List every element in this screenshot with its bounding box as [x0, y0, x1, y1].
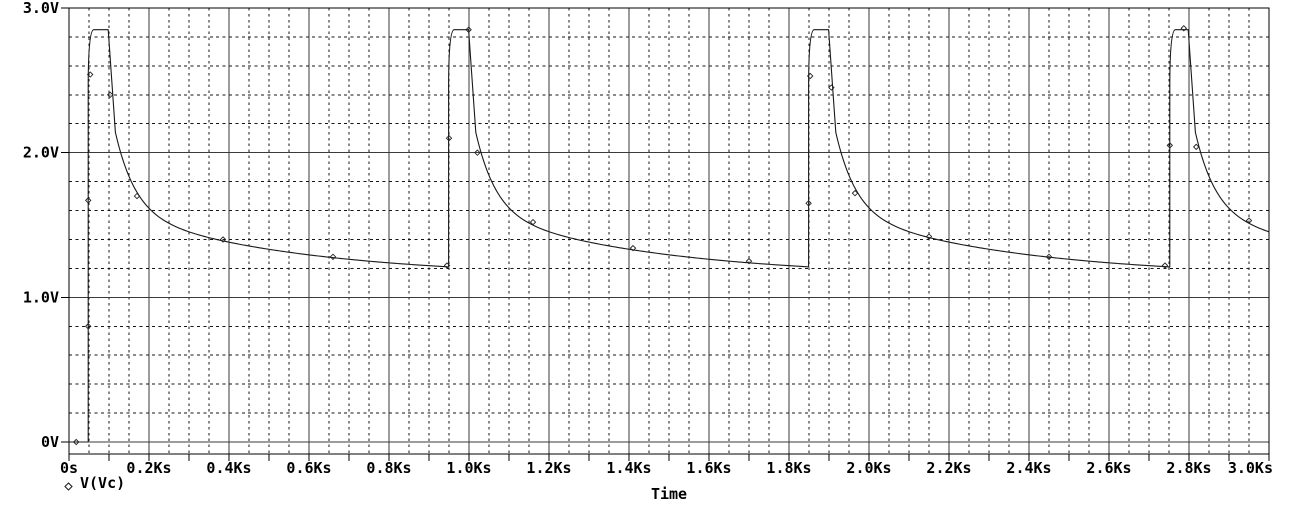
x-tick-label: 0.6Ks — [286, 459, 331, 477]
data-point-marker — [1245, 217, 1253, 224]
data-point-marker — [529, 218, 537, 226]
data-point-marker — [1192, 143, 1200, 151]
x-tick-label: 1.4Ks — [606, 459, 651, 477]
plot-border — [68, 7, 1270, 455]
x-axis-title: Time — [650, 485, 688, 503]
data-point-marker — [925, 233, 933, 240]
data-point-marker — [133, 192, 141, 200]
data-point-marker — [445, 134, 453, 142]
data-point-marker — [629, 244, 637, 252]
x-tick-label: 0s — [60, 459, 78, 477]
x-tick-label: 1.0Ks — [446, 459, 491, 477]
x-tick-label: 1.8Ks — [766, 459, 811, 477]
data-point-marker — [86, 71, 94, 78]
x-tick-label: 0.2Ks — [126, 459, 171, 477]
data-point-marker — [474, 149, 481, 156]
x-tick-label: 2.8Ks — [1166, 459, 1211, 477]
data-point-marker — [84, 197, 92, 204]
data-point-marker — [745, 257, 753, 265]
series-diamond-marker-icon — [64, 479, 73, 491]
x-tick-label: 2.4Ks — [1006, 459, 1051, 477]
data-point-marker — [1180, 25, 1188, 32]
x-tick-label: 2.2Ks — [926, 459, 971, 477]
data-point-marker — [806, 72, 814, 80]
x-tick-label: 3.0Ks — [1228, 459, 1273, 477]
legend: V(Vc) — [64, 476, 125, 491]
y-tick-label: 1.0V — [23, 288, 59, 306]
data-point-marker — [106, 91, 114, 99]
data-point-marker — [1045, 253, 1053, 261]
x-tick-label: 0.8Ks — [366, 459, 411, 477]
x-tick-label: 0.4Ks — [206, 459, 251, 477]
data-point-marker — [465, 26, 472, 33]
data-point-marker — [72, 438, 80, 446]
waveform-trace — [69, 29, 1270, 443]
y-tick-label: 2.0V — [23, 144, 59, 162]
data-point-marker — [84, 323, 92, 330]
data-point-marker — [443, 262, 451, 269]
data-point-marker — [805, 200, 812, 207]
x-tick-label: 1.2Ks — [526, 459, 571, 477]
data-point-marker — [219, 236, 227, 243]
x-tick-label: 1.6Ks — [686, 459, 731, 477]
y-tick-label: 0V — [41, 433, 59, 451]
x-tick-label: 2.0Ks — [846, 459, 891, 477]
x-tick-label: 2.6Ks — [1086, 459, 1131, 477]
data-point-marker — [851, 189, 859, 197]
data-point-marker — [1166, 142, 1174, 149]
data-point-marker — [1161, 262, 1169, 269]
legend-series-label: V(Vc) — [80, 474, 126, 492]
y-tick-label: 3.0V — [23, 0, 59, 17]
data-point-marker — [828, 84, 835, 91]
data-point-marker — [329, 253, 337, 261]
